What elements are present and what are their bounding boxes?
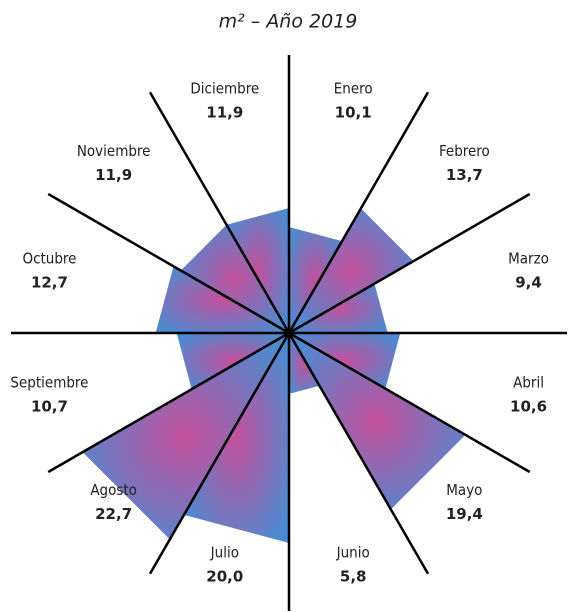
divider-line [288,192,531,335]
divider-line [288,331,531,474]
divider-line [148,91,291,334]
wedge [226,208,289,333]
value-label: 12,7 [31,273,68,291]
divider-line [47,331,290,474]
wedge [289,208,414,333]
value-label: 10,7 [31,398,68,416]
wedge [180,224,289,333]
category-label: Abril [513,374,544,392]
category-label: Agosto [90,481,137,499]
category-label: Octubre [22,249,76,267]
divider-line [287,91,430,334]
divider-line [47,192,290,335]
divider-line [287,332,430,575]
category-label: Noviembre [77,142,151,160]
category-label: Septiembre [10,374,88,392]
value-label: 10,6 [510,398,547,416]
wedge [289,333,401,389]
value-label: 10,1 [335,104,372,122]
category-label: Junio [336,543,370,561]
value-label: 9,4 [515,273,542,291]
value-label: 19,4 [446,505,483,523]
wedge [289,333,466,510]
wedge [184,333,289,543]
wedge [289,226,343,333]
value-label: 11,9 [206,104,243,122]
value-label: 22,7 [95,505,132,523]
category-label: Marzo [508,249,549,267]
category-label: Febrero [439,142,490,160]
divider-line [148,332,291,575]
category-label: Enero [334,80,373,98]
value-label: 5,8 [340,567,367,585]
wedge [289,283,388,333]
wedge [155,266,289,333]
wedge [176,333,289,390]
value-label: 11,9 [95,166,132,184]
value-label: 20,0 [206,567,243,585]
category-label: Mayo [446,481,482,499]
wedge [82,333,289,540]
category-label: Julio [210,543,239,561]
category-label: Diciembre [190,80,259,98]
value-label: 13,7 [446,166,483,184]
chart-title: m² – Año 2019 [219,11,358,33]
